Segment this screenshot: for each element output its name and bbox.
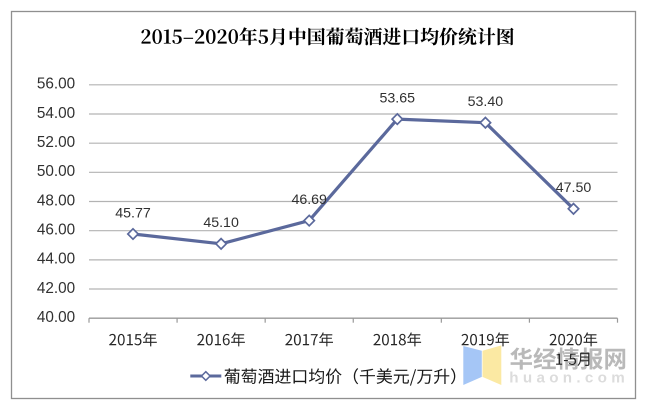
svg-text:45.10: 45.10 — [203, 215, 239, 231]
svg-text:53.40: 53.40 — [468, 94, 504, 110]
svg-text:huaon.com: huaon.com — [509, 370, 629, 387]
svg-text:50.00: 50.00 — [37, 163, 75, 180]
svg-text:56.00: 56.00 — [37, 76, 75, 93]
svg-text:44.00: 44.00 — [37, 251, 75, 268]
svg-text:46.00: 46.00 — [37, 222, 75, 239]
svg-text:52.00: 52.00 — [37, 134, 75, 151]
svg-text:45.77: 45.77 — [115, 205, 151, 221]
svg-text:47.50: 47.50 — [556, 180, 592, 196]
svg-text:42.00: 42.00 — [37, 280, 75, 297]
svg-text:46.69: 46.69 — [291, 192, 327, 208]
svg-text:53.65: 53.65 — [380, 91, 416, 107]
svg-text:54.00: 54.00 — [37, 105, 75, 122]
svg-text:40.00: 40.00 — [37, 309, 75, 326]
svg-text:48.00: 48.00 — [37, 192, 75, 209]
